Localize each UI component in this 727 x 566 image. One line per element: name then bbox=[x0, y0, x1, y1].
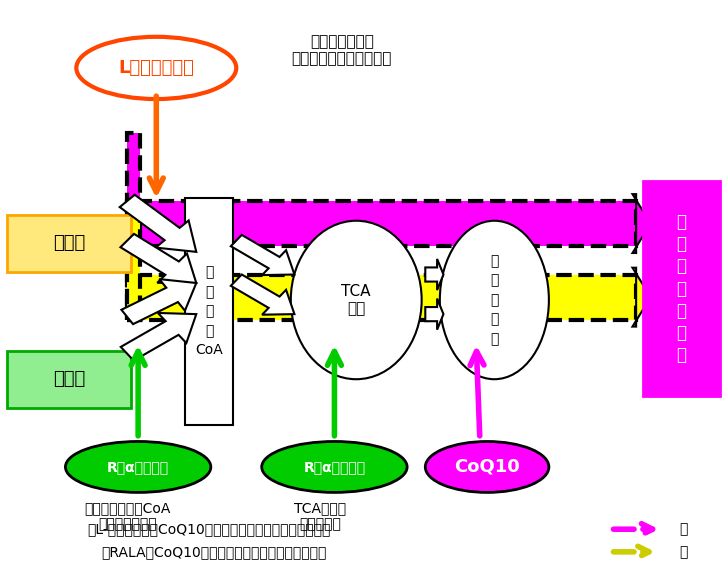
Text: TCA回路の
回転に関与: TCA回路の 回転に関与 bbox=[294, 501, 346, 531]
FancyArrow shape bbox=[121, 234, 196, 283]
FancyBboxPatch shape bbox=[7, 351, 131, 408]
FancyArrow shape bbox=[121, 279, 196, 324]
FancyArrow shape bbox=[425, 299, 443, 329]
FancyBboxPatch shape bbox=[127, 275, 636, 320]
Text: 糖　質: 糖 質 bbox=[53, 370, 85, 388]
Text: L－カルニチン: L－カルニチン bbox=[119, 59, 194, 77]
FancyArrow shape bbox=[425, 259, 443, 290]
Text: R－α－リポ酸: R－α－リポ酸 bbox=[107, 460, 169, 474]
Text: エ
ネ
ル
ギ
ー
産
生: エ ネ ル ギ ー 産 生 bbox=[677, 213, 686, 365]
Text: 脂肪酸と結合し
ミトコンドリア膜を通過: 脂肪酸と結合し ミトコンドリア膜を通過 bbox=[292, 34, 392, 66]
FancyBboxPatch shape bbox=[185, 198, 233, 424]
Text: 糖質のアセチルCoA
への変換に関与: 糖質のアセチルCoA への変換に関与 bbox=[84, 501, 170, 531]
FancyBboxPatch shape bbox=[7, 215, 131, 272]
Ellipse shape bbox=[262, 441, 407, 492]
FancyArrow shape bbox=[230, 275, 294, 315]
Text: ア
セ
チ
ル
CoA: ア セ チ ル CoA bbox=[195, 265, 223, 357]
FancyBboxPatch shape bbox=[643, 181, 720, 396]
Text: TCA
回路: TCA 回路 bbox=[342, 284, 371, 316]
Ellipse shape bbox=[440, 221, 549, 379]
Text: R－α－リポ酸: R－α－リポ酸 bbox=[303, 460, 366, 474]
Text: （L-カルニチンとCoQ10による脂肪からのエネルギー変換: （L-カルニチンとCoQ10による脂肪からのエネルギー変換 bbox=[87, 522, 331, 536]
Ellipse shape bbox=[291, 221, 422, 379]
Ellipse shape bbox=[425, 441, 549, 492]
FancyBboxPatch shape bbox=[127, 201, 636, 246]
FancyArrow shape bbox=[120, 195, 196, 252]
Text: 脂　質: 脂 質 bbox=[53, 234, 85, 252]
FancyArrow shape bbox=[632, 268, 651, 327]
Ellipse shape bbox=[76, 37, 236, 99]
FancyBboxPatch shape bbox=[127, 207, 140, 320]
FancyArrow shape bbox=[230, 235, 294, 275]
Ellipse shape bbox=[65, 441, 211, 492]
Text: ）: ） bbox=[680, 545, 688, 559]
Text: CoQ10: CoQ10 bbox=[454, 458, 520, 476]
FancyArrow shape bbox=[632, 194, 651, 253]
Text: ）: ） bbox=[680, 522, 688, 536]
FancyArrow shape bbox=[121, 313, 196, 361]
FancyBboxPatch shape bbox=[127, 133, 140, 246]
Text: 電
子
伝
達
系: 電 子 伝 達 系 bbox=[490, 254, 499, 346]
Text: （RALAとCoQ10による糖質からのエネルギー変換: （RALAとCoQ10による糖質からのエネルギー変換 bbox=[102, 545, 327, 559]
